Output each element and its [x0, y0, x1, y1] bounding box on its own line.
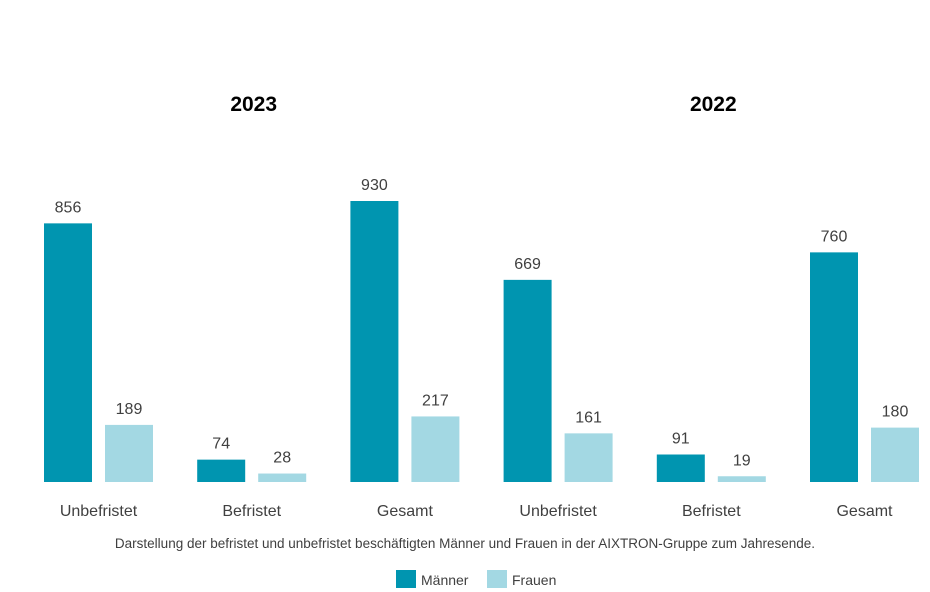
category-label-1: Befristet	[222, 503, 281, 520]
bar-mnner-0	[44, 223, 92, 483]
data-label-mnner-2: 930	[361, 177, 388, 194]
group-title-2023: 2023	[230, 93, 277, 116]
data-label-mnner-1: 74	[212, 436, 230, 453]
legend-label-mnner: Männer	[421, 572, 469, 588]
bar-mnner-5	[810, 252, 858, 482]
legend-label-frauen: Frauen	[512, 572, 556, 588]
data-label-mnner-4: 91	[672, 431, 690, 448]
data-label-frauen-5: 180	[882, 404, 909, 421]
bar-mnner-1	[197, 459, 246, 482]
bar-frauen-5	[871, 427, 919, 482]
data-label-frauen-2: 217	[422, 392, 449, 409]
legend-swatch-mnner	[396, 570, 416, 588]
data-label-frauen-1: 28	[273, 450, 291, 467]
category-label-2: Gesamt	[377, 503, 434, 520]
legend-swatch-frauen	[487, 570, 507, 588]
data-label-frauen-4: 19	[733, 452, 751, 469]
bar-mnner-2	[350, 201, 399, 482]
category-label-4: Befristet	[682, 503, 741, 520]
chart-caption: Darstellung der befristet und unbefriste…	[115, 536, 815, 551]
bar-mnner-4	[656, 454, 705, 482]
data-label-mnner-3: 669	[514, 256, 541, 273]
data-label-mnner-5: 760	[821, 228, 848, 245]
bar-frauen-4	[717, 476, 766, 482]
bar-frauen-3	[564, 433, 613, 482]
bar-frauen-2	[411, 416, 460, 482]
group-title-2022: 2022	[690, 93, 737, 116]
bar-mnner-3	[503, 279, 552, 482]
legend: Männer Frauen	[396, 570, 556, 588]
bar-frauen-1	[258, 473, 307, 482]
data-label-frauen-3: 161	[575, 409, 602, 426]
bar-frauen-0	[105, 424, 153, 482]
category-label-3: Unbefristet	[519, 503, 597, 520]
data-label-mnner-0: 856	[55, 199, 82, 216]
category-label-5: Gesamt	[836, 503, 893, 520]
data-label-frauen-0: 189	[116, 401, 143, 418]
category-label-0: Unbefristet	[60, 503, 138, 520]
